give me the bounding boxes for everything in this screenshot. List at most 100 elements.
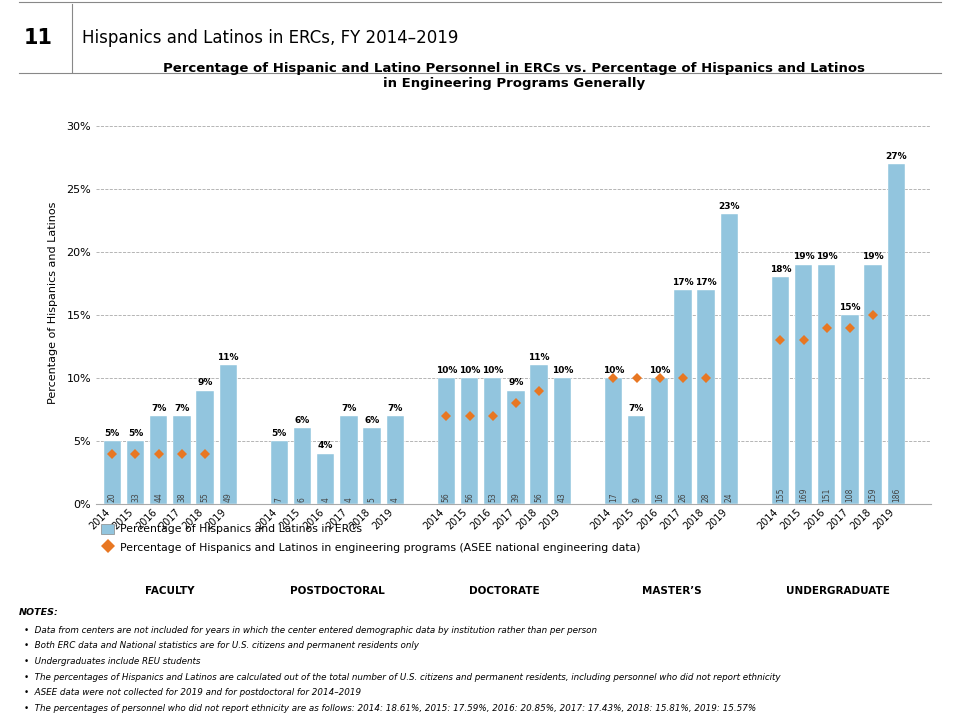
Bar	[438, 378, 455, 504]
Text: 7%: 7%	[151, 404, 166, 413]
Bar	[364, 428, 381, 504]
Text: 6: 6	[298, 498, 307, 502]
Text: 11: 11	[24, 28, 53, 48]
Text: 26: 26	[679, 492, 687, 502]
Text: 10%: 10%	[603, 366, 624, 375]
Text: •  Data from centers are not included for years in which the center entered demo: • Data from centers are not included for…	[24, 626, 597, 635]
Text: 27%: 27%	[885, 152, 907, 161]
Bar	[841, 315, 858, 504]
Text: 55: 55	[201, 492, 209, 502]
Text: 10%: 10%	[459, 366, 480, 375]
Bar	[104, 441, 121, 504]
Text: 5: 5	[368, 498, 376, 502]
Text: Hispanics and Latinos in ERCs, FY 2014–2019: Hispanics and Latinos in ERCs, FY 2014–2…	[82, 29, 458, 47]
Title: Percentage of Hispanic and Latino Personnel in ERCs vs. Percentage of Hispanics : Percentage of Hispanic and Latino Person…	[162, 62, 865, 90]
Text: 17%: 17%	[695, 278, 717, 287]
Text: 9%: 9%	[508, 379, 523, 387]
Bar	[507, 390, 524, 504]
Text: 7: 7	[275, 498, 284, 502]
Bar	[387, 415, 404, 504]
Text: 10%: 10%	[649, 366, 670, 375]
Text: 56: 56	[442, 492, 451, 502]
Text: POSTDOCTORAL: POSTDOCTORAL	[290, 586, 385, 596]
Bar	[865, 264, 882, 504]
Text: 38: 38	[178, 492, 186, 502]
Text: 56: 56	[465, 492, 474, 502]
Bar	[197, 390, 214, 504]
Text: 6%: 6%	[295, 416, 310, 426]
Text: 24: 24	[725, 492, 733, 502]
Text: 20: 20	[108, 492, 117, 502]
Text: 4: 4	[322, 498, 330, 502]
Text: UNDERGRADUATE: UNDERGRADUATE	[786, 586, 890, 596]
Bar	[888, 163, 905, 504]
Bar	[127, 441, 144, 504]
Text: 7%: 7%	[629, 404, 644, 413]
Text: 11%: 11%	[218, 354, 239, 362]
Text: 169: 169	[799, 487, 808, 502]
Bar	[317, 454, 334, 504]
Text: 17%: 17%	[672, 278, 694, 287]
Text: 151: 151	[823, 487, 831, 502]
Text: 159: 159	[869, 487, 877, 502]
Text: FACULTY: FACULTY	[146, 586, 195, 596]
Text: 23%: 23%	[719, 202, 740, 211]
Text: 155: 155	[776, 487, 785, 502]
Text: 44: 44	[155, 492, 163, 502]
Text: 28: 28	[702, 492, 710, 502]
Bar	[721, 215, 738, 504]
Text: •  ASEE data were not collected for 2019 and for postdoctoral for 2014–2019: • ASEE data were not collected for 2019 …	[24, 688, 361, 697]
Bar	[605, 378, 622, 504]
Bar	[674, 289, 691, 504]
Text: 9: 9	[632, 498, 641, 502]
Text: 19%: 19%	[793, 253, 814, 261]
Text: 43: 43	[558, 492, 566, 502]
Text: 19%: 19%	[862, 253, 884, 261]
Text: 7%: 7%	[341, 404, 356, 413]
Text: 49: 49	[224, 492, 232, 502]
Bar	[294, 428, 311, 504]
Text: 4%: 4%	[318, 441, 333, 451]
Text: 9%: 9%	[198, 379, 213, 387]
Text: 18%: 18%	[770, 265, 791, 274]
Text: •  The percentages of Hispanics and Latinos are calculated out of the total numb: • The percentages of Hispanics and Latin…	[24, 672, 780, 682]
Text: 4: 4	[345, 498, 353, 502]
Y-axis label: Percentage of Hispanics and Latinos: Percentage of Hispanics and Latinos	[48, 201, 58, 404]
Text: 108: 108	[846, 487, 854, 502]
Text: •  Both ERC data and National statistics are for U.S. citizens and permanent res: • Both ERC data and National statistics …	[24, 642, 419, 650]
Text: MASTER’S: MASTER’S	[641, 586, 701, 596]
Text: 33: 33	[131, 492, 140, 502]
Bar	[220, 365, 237, 504]
Text: DOCTORATE: DOCTORATE	[469, 586, 540, 596]
Text: 10%: 10%	[552, 366, 573, 375]
Text: 4: 4	[391, 498, 399, 502]
Text: 53: 53	[489, 492, 497, 502]
Text: •  The percentages of personnel who did not report ethnicity are as follows: 201: • The percentages of personnel who did n…	[24, 704, 756, 713]
Text: 39: 39	[512, 492, 520, 502]
Text: 16: 16	[656, 492, 664, 502]
Bar	[554, 378, 571, 504]
Text: NOTES:: NOTES:	[19, 608, 59, 618]
Text: 5%: 5%	[128, 429, 143, 438]
Text: 15%: 15%	[839, 303, 861, 312]
Bar	[150, 415, 167, 504]
Bar	[772, 277, 789, 504]
Text: 6%: 6%	[365, 416, 380, 426]
Text: 7%: 7%	[174, 404, 189, 413]
Text: 5%: 5%	[105, 429, 120, 438]
Legend: Percentage of Hispanics and Latinos in ERCs, Percentage of Hispanics and Latinos: Percentage of Hispanics and Latinos in E…	[102, 524, 640, 552]
Bar	[628, 415, 645, 504]
Text: 7%: 7%	[388, 404, 403, 413]
Text: 56: 56	[535, 492, 543, 502]
Text: 11%: 11%	[528, 354, 550, 362]
Bar	[340, 415, 357, 504]
Bar	[271, 441, 288, 504]
Text: 10%: 10%	[482, 366, 503, 375]
Bar	[173, 415, 190, 504]
Text: 5%: 5%	[272, 429, 287, 438]
Bar	[484, 378, 501, 504]
Text: 17: 17	[609, 492, 618, 502]
Bar	[818, 264, 835, 504]
Bar	[531, 365, 548, 504]
Text: 19%: 19%	[816, 253, 838, 261]
